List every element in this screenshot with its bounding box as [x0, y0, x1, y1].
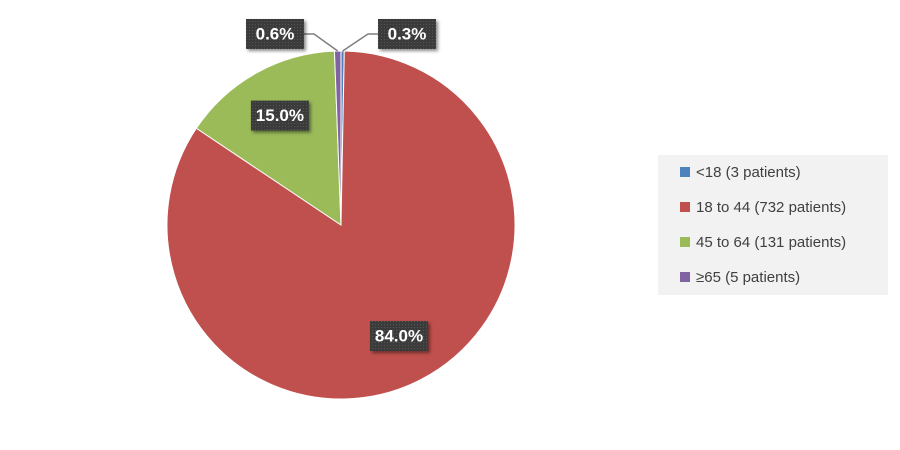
legend-label: ≥65 (5 patients) [696, 269, 800, 286]
leader-line [342, 33, 381, 52]
legend-label: <18 (3 patients) [696, 164, 801, 181]
data-label-text: 15.0% [256, 106, 304, 125]
pie-slice [195, 50, 342, 226]
data-label-box [250, 100, 309, 131]
legend-swatch [680, 167, 690, 177]
legend-box [658, 155, 888, 295]
data-label: 84.0% [369, 321, 428, 352]
data-label: 0.3% [378, 19, 436, 49]
data-label-box [369, 321, 428, 352]
legend-label: 45 to 64 (131 patients) [696, 234, 846, 251]
data-label-box [246, 19, 304, 49]
data-label-box [378, 19, 436, 49]
data-label: 15.0% [250, 100, 309, 131]
data-label-text: 0.6% [256, 24, 295, 43]
legend-swatch [680, 272, 690, 282]
legend-label: 18 to 44 (732 patients) [696, 199, 846, 216]
leader-line [301, 33, 339, 52]
data-label-text: 84.0% [375, 327, 423, 346]
legend-swatch [680, 202, 690, 212]
legend-swatch [680, 237, 690, 247]
data-label: 0.6% [246, 19, 304, 49]
data-label-text: 0.3% [388, 24, 427, 43]
